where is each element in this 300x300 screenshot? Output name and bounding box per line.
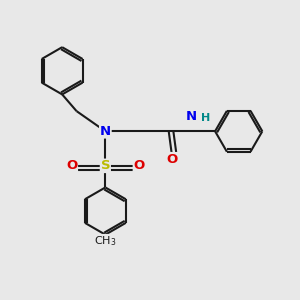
Text: N: N <box>185 110 197 123</box>
Text: H: H <box>201 112 210 123</box>
Text: O: O <box>167 153 178 166</box>
Text: O: O <box>134 159 145 172</box>
Text: CH$_3$: CH$_3$ <box>94 235 117 248</box>
Text: S: S <box>100 159 110 172</box>
Text: O: O <box>66 159 77 172</box>
Text: N: N <box>100 125 111 138</box>
